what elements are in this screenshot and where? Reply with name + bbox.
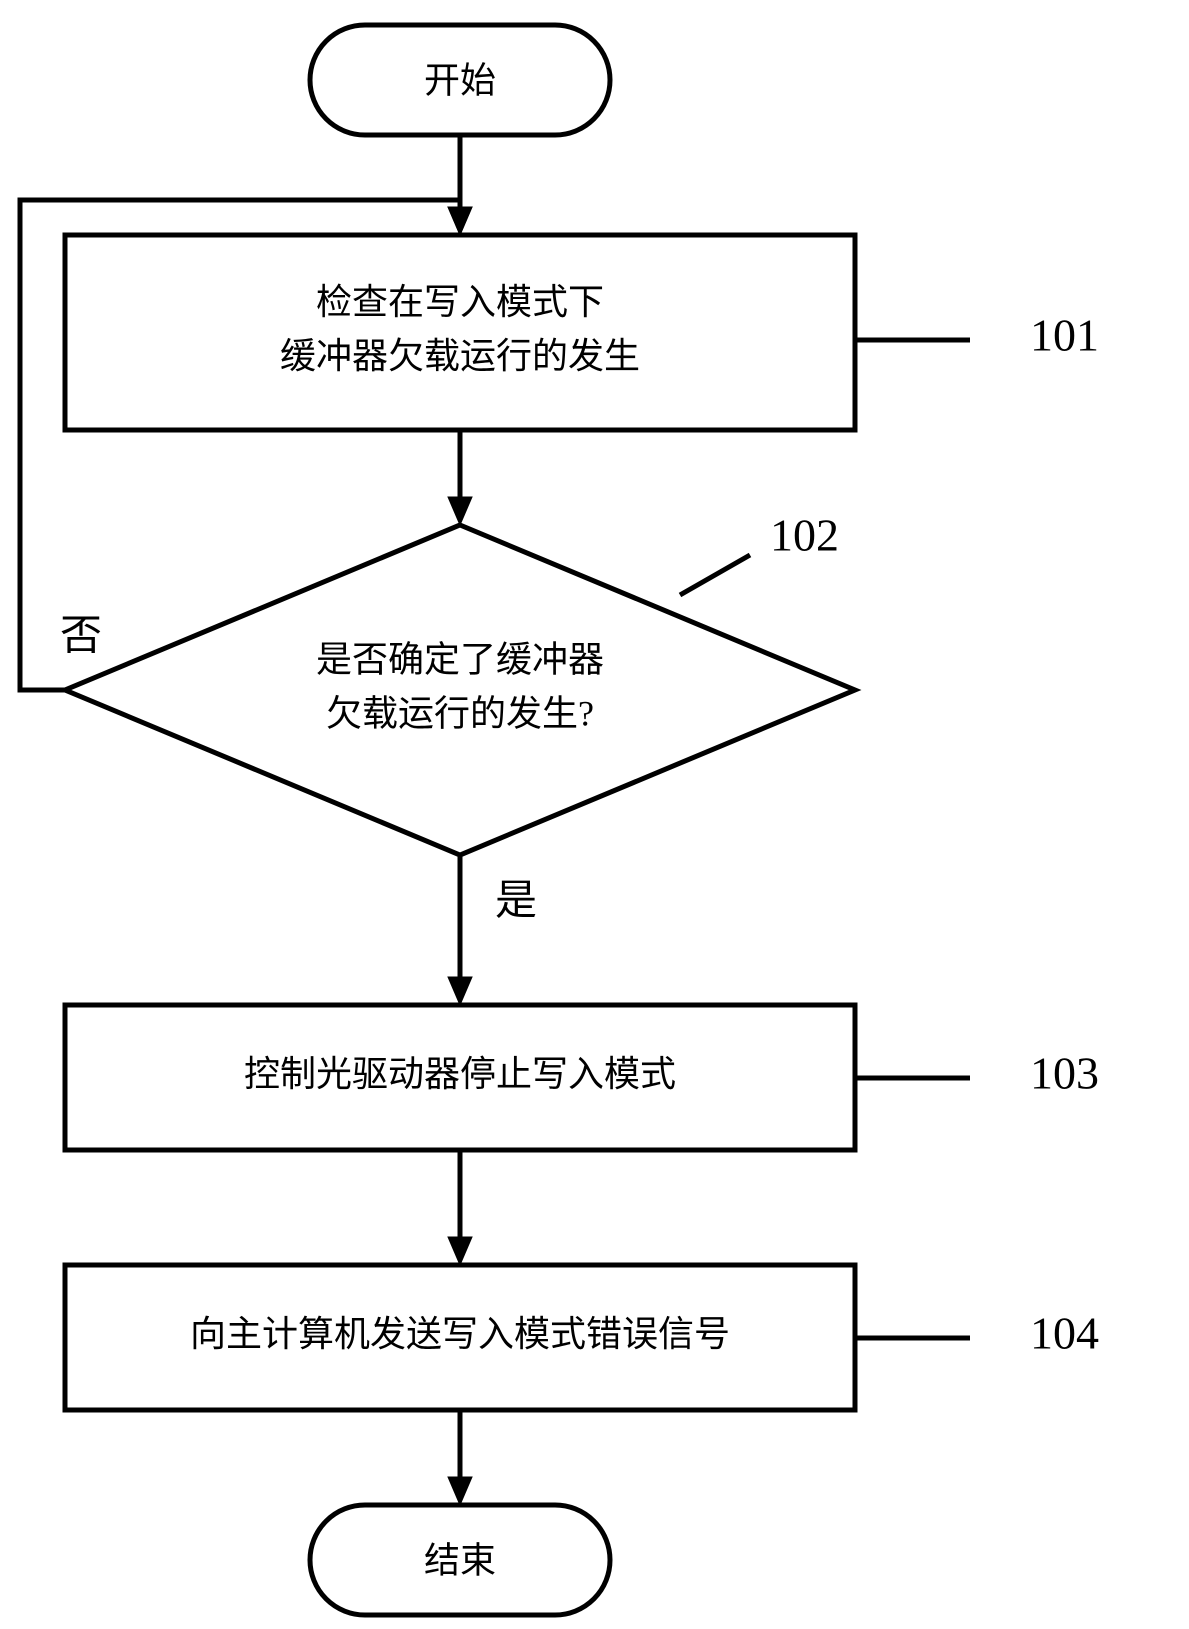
- ref-d102: 102: [770, 510, 839, 561]
- edge-label-5: 否: [60, 614, 102, 660]
- svg-text:欠载运行的发生?: 欠载运行的发生?: [326, 693, 594, 733]
- decision-d102: [65, 525, 855, 855]
- process-p101: [65, 235, 855, 430]
- edge-label-2: 是: [495, 879, 537, 925]
- svg-text:向主计算机发送写入模式错误信号: 向主计算机发送写入模式错误信号: [190, 1314, 730, 1354]
- svg-text:是否确定了缓冲器: 是否确定了缓冲器: [316, 639, 604, 679]
- ref-p101: 101: [1030, 310, 1099, 361]
- svg-text:缓冲器欠载运行的发生: 缓冲器欠载运行的发生: [280, 336, 640, 376]
- end-label: 结束: [424, 1540, 496, 1580]
- ref-p103: 103: [1030, 1048, 1099, 1099]
- ref-p104: 104: [1030, 1308, 1099, 1359]
- svg-text:检查在写入模式下: 检查在写入模式下: [316, 282, 604, 322]
- leader-d102: [680, 555, 750, 595]
- start-label: 开始: [424, 60, 496, 100]
- svg-text:控制光驱动器停止写入模式: 控制光驱动器停止写入模式: [244, 1054, 676, 1094]
